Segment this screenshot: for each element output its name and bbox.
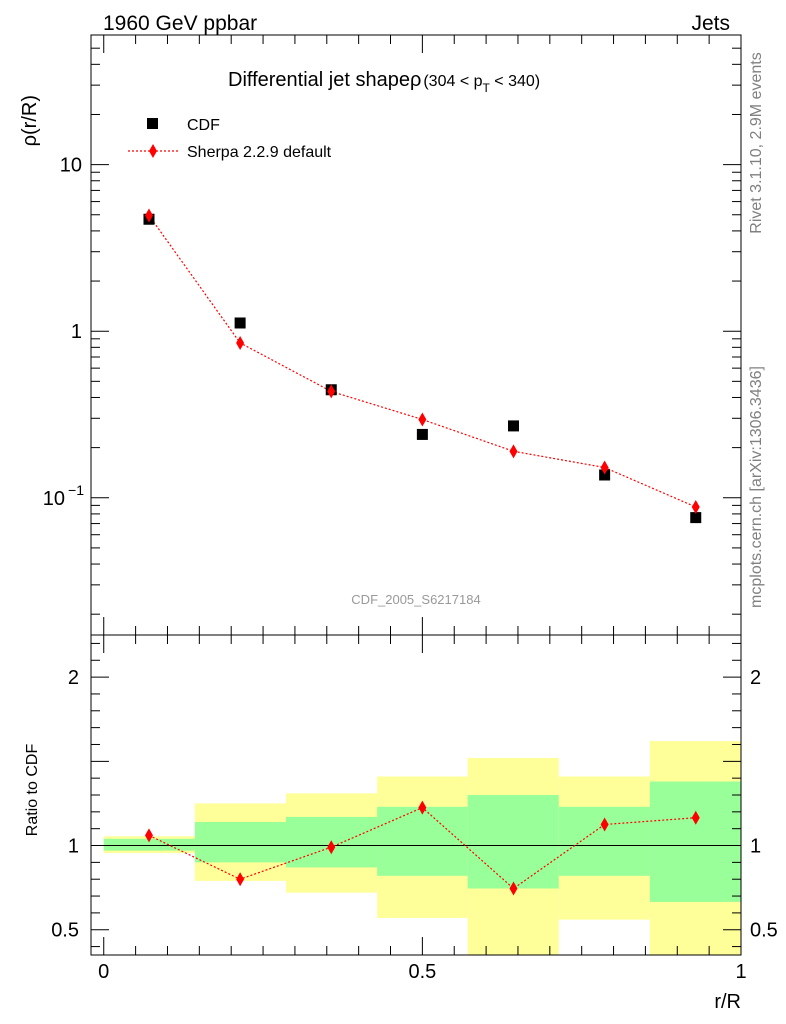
ratio-band-inner bbox=[103, 838, 195, 851]
mc-point bbox=[144, 208, 153, 223]
ratio-mc-point bbox=[418, 800, 427, 815]
ratio-mc-point bbox=[600, 817, 609, 832]
ratio-mc-point bbox=[144, 828, 153, 843]
x-tick-label: 1 bbox=[735, 961, 746, 983]
energy-label: 1960 GeV ppbar bbox=[103, 12, 257, 35]
plot-title: Differential jet shapeρ (304 < pT < 340) bbox=[228, 69, 540, 95]
plot-title-range-suffix: < 340) bbox=[490, 73, 540, 90]
analysis-label: CDF_2005_S6217184 bbox=[351, 592, 480, 607]
legend-cdf-marker bbox=[147, 118, 158, 129]
main-plot-area bbox=[143, 208, 702, 524]
x-axis-label: r/R bbox=[714, 991, 741, 1013]
ratio-band-inner bbox=[467, 795, 559, 889]
cdf-point bbox=[508, 420, 519, 432]
ratio-panel: 2 21 10.5 0.5 0 0.5 1 Ratio to CDF r/R bbox=[24, 634, 778, 1013]
mc-point bbox=[236, 335, 245, 350]
mc-point bbox=[509, 444, 518, 459]
main-y-tick-label: 10 bbox=[60, 155, 82, 177]
legend-cdf-label: CDF bbox=[187, 117, 220, 134]
cdf-point bbox=[416, 428, 428, 440]
mcplots-label: mcplots.cern.ch [arXiv:1306.3436] bbox=[748, 366, 765, 608]
ratio-band-inner bbox=[558, 806, 650, 876]
process-label: Jets bbox=[691, 12, 730, 35]
ratio-x-tick-labels: 0 0.5 1 bbox=[98, 961, 746, 983]
ratio-y-tick-label-right: 2 bbox=[750, 667, 761, 689]
mc-point bbox=[600, 460, 609, 475]
ratio-band-inner bbox=[649, 781, 741, 902]
ratio-mc-point bbox=[691, 810, 700, 825]
ratio-y-tick-labels: 2 2 1 1 0.5 0.5 bbox=[51, 667, 778, 942]
ratio-y-tick-label-left: 1 bbox=[68, 836, 79, 858]
cdf-point bbox=[690, 512, 702, 524]
ratio-band-inner bbox=[194, 821, 286, 863]
main-y-axis-label: ρ(r/R) bbox=[19, 95, 41, 146]
main-axis-ticks bbox=[91, 34, 742, 635]
ratio-axis-ticks bbox=[91, 635, 742, 955]
ratio-plot-area bbox=[91, 741, 741, 955]
mc-line bbox=[148, 215, 697, 508]
ratio-band-inner bbox=[377, 806, 468, 876]
main-y-tick-label: 1 bbox=[71, 321, 82, 343]
legend: CDF Sherpa 2.2.9 default bbox=[128, 117, 332, 161]
legend-sherpa-marker bbox=[149, 144, 157, 158]
rivet-label: Rivet 3.1.10, 2.9M events bbox=[748, 52, 765, 233]
cdf-point bbox=[599, 469, 611, 481]
mc-point bbox=[418, 412, 427, 427]
cdf-point bbox=[234, 317, 246, 329]
plot-title-main: Differential jet shapeρ bbox=[228, 69, 421, 91]
ratio-y-axis-label: Ratio to CDF bbox=[24, 744, 41, 837]
ratio-mc-point bbox=[236, 872, 245, 887]
legend-sherpa-label: Sherpa 2.2.9 default bbox=[187, 144, 332, 161]
main-y-tick-exponent: −1 bbox=[68, 482, 84, 498]
main-y-tick-label: 10 bbox=[43, 488, 65, 510]
plot-title-range-prefix: (304 < p bbox=[423, 73, 482, 90]
ratio-y-tick-label-left: 0.5 bbox=[51, 920, 79, 942]
ratio-y-tick-label-right: 0.5 bbox=[750, 920, 778, 942]
mc-point bbox=[691, 500, 700, 515]
x-tick-label: 0.5 bbox=[408, 961, 436, 983]
ratio-mc-point bbox=[327, 840, 336, 855]
mc-point bbox=[327, 384, 336, 399]
x-tick-label: 0 bbox=[98, 961, 109, 983]
plot-title-range-sub: T bbox=[483, 81, 491, 95]
ratio-y-tick-label-right: 1 bbox=[750, 836, 761, 858]
ratio-y-tick-label-left: 2 bbox=[68, 667, 79, 689]
ratio-mc-point bbox=[509, 881, 518, 896]
